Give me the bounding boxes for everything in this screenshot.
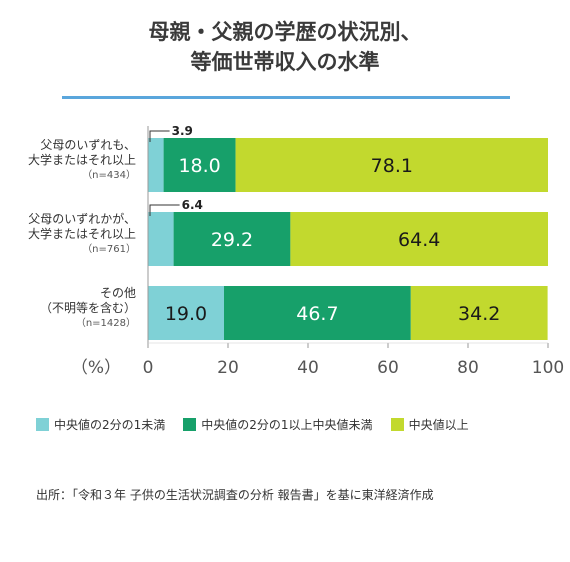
value-label-0-2: 19.0 xyxy=(165,303,207,325)
stacked-bar-chart: 父母のいずれも、大学またはそれ以上（n=434）父母のいずれかが、大学またはそれ… xyxy=(28,124,564,378)
legend-item-1: 中央値の2分の1以上中央値未満 xyxy=(183,416,373,433)
bar-0-0 xyxy=(148,138,164,192)
x-axis-unit-label: （%） xyxy=(71,358,121,378)
value-label-1-0: 18.0 xyxy=(178,155,220,177)
bar-1-1 xyxy=(173,212,291,266)
category-label-1-line-1: 大学またはそれ以上 xyxy=(28,226,136,241)
legend-label-0: 中央値の2分の1未満 xyxy=(54,418,166,432)
bar-2-1 xyxy=(290,212,548,266)
bar-0-2 xyxy=(148,286,224,340)
x-tick-label-5: 100 xyxy=(532,358,564,378)
category-label-2-line-1: （不明等を含む） xyxy=(40,300,136,315)
bar-2-2 xyxy=(410,286,548,340)
bar-1-2 xyxy=(224,286,411,340)
chart-title-line-1: 母親・父親の学歴の状況別、 xyxy=(148,20,422,44)
chart-legend: 中央値の2分の1未満 中央値の2分の1以上中央値未満 中央値以上 xyxy=(36,416,556,433)
value-label-1-2: 46.7 xyxy=(296,303,338,325)
category-n-1: （n=761） xyxy=(82,243,136,255)
legend-item-2: 中央値以上 xyxy=(390,416,469,433)
legend-label-1: 中央値の2分の1以上中央値未満 xyxy=(201,418,373,432)
leader-line-0-0 xyxy=(149,130,170,142)
value-label-2-2: 34.2 xyxy=(458,303,500,325)
title-underline xyxy=(62,96,510,99)
x-tick-label-4: 80 xyxy=(457,358,479,378)
leader-line-0-1 xyxy=(149,204,180,216)
category-n-2: （n=1428） xyxy=(76,317,136,329)
legend-swatch-1 xyxy=(183,418,197,431)
category-label-1-line-0: 父母のいずれかが、 xyxy=(28,211,136,226)
bar-0-1 xyxy=(148,212,174,266)
source-note: 出所：「令和３年 子供の生活状況調査の分析 報告書」を基に東洋経済作成 xyxy=(36,488,434,502)
x-tick-label-0: 0 xyxy=(143,358,154,378)
bar-2-0 xyxy=(235,138,548,192)
category-label-0-line-1: 大学またはそれ以上 xyxy=(28,152,136,167)
chart-title-line-2: 等価世帯収入の水準 xyxy=(190,50,380,74)
legend-label-2: 中央値以上 xyxy=(408,418,469,432)
legend-swatch-2 xyxy=(390,418,404,431)
category-label-0-line-0: 父母のいずれも、 xyxy=(40,138,136,152)
value-label-2-1: 64.4 xyxy=(398,229,440,251)
category-n-0: （n=434） xyxy=(82,169,136,181)
value-label-0-0: 3.9 xyxy=(172,124,193,138)
value-label-0-1: 6.4 xyxy=(182,198,203,212)
x-tick-label-2: 40 xyxy=(297,358,319,378)
x-tick-label-1: 20 xyxy=(217,358,239,378)
legend-swatch-0 xyxy=(36,418,49,431)
legend-item-0: 中央値の2分の1未満 xyxy=(36,416,165,433)
value-label-2-0: 78.1 xyxy=(371,155,413,177)
category-label-2-line-0: その他 xyxy=(100,286,136,300)
bar-1-0 xyxy=(163,138,236,192)
x-tick-label-3: 60 xyxy=(377,358,399,378)
value-label-1-1: 29.2 xyxy=(211,229,253,251)
